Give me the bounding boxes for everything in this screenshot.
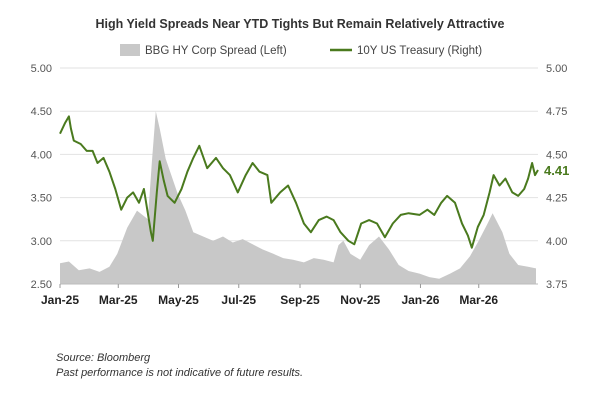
right-tick-label: 4.75 — [546, 106, 567, 118]
right-axis: 3.75 4.00 4.25 4.50 4.75 5.00 — [546, 63, 567, 291]
right-tick-label: 4.00 — [546, 236, 567, 248]
left-tick-label: 5.00 — [31, 63, 52, 75]
x-tick-label: Jul-25 — [221, 293, 256, 307]
series-10y-treasury-line — [59, 115, 539, 249]
legend-label-spread: BBG HY Corp Spread (Left) — [145, 45, 287, 57]
left-tick-label: 4.00 — [31, 149, 52, 161]
chart-title: High Yield Spreads Near YTD Tights But R… — [96, 17, 505, 31]
x-tick-label: Mar-25 — [99, 293, 138, 307]
x-tick-label: Jan-25 — [41, 293, 79, 307]
source-note: Source: Bloomberg — [56, 352, 151, 364]
left-tick-label: 3.00 — [31, 236, 52, 248]
legend: BBG HY Corp Spread (Left) 10Y US Treasur… — [120, 44, 482, 57]
series-layer: 4.41 — [59, 111, 569, 284]
x-tick-label: Nov-25 — [340, 293, 380, 307]
left-tick-label: 4.50 — [31, 106, 52, 118]
legend-label-treasury: 10Y US Treasury (Right) — [357, 45, 482, 57]
left-tick-label: 2.50 — [31, 279, 52, 291]
x-axis: Jan-25 Mar-25 May-25 Jul-25 Sep-25 Nov-25 Jan-… — [41, 283, 538, 307]
treasury-end-label: 4.41 — [544, 163, 569, 178]
x-tick-label: Mar-26 — [459, 293, 498, 307]
x-tick-label: May-25 — [158, 293, 199, 307]
disclaimer-note: Past performance is not indicative of fu… — [56, 367, 304, 379]
left-axis: 2.50 3.00 3.50 4.00 4.50 5.00 — [31, 63, 52, 291]
right-tick-label: 4.25 — [546, 193, 567, 205]
right-tick-label: 3.75 — [546, 279, 567, 291]
right-tick-label: 4.50 — [546, 149, 567, 161]
x-tick-label: Jan-26 — [401, 293, 439, 307]
legend-swatch-spread — [120, 44, 140, 56]
series-hy-spread-area — [60, 111, 536, 284]
x-tick-label: Sep-25 — [280, 293, 320, 307]
right-tick-label: 5.00 — [546, 63, 567, 75]
left-tick-label: 3.50 — [31, 193, 52, 205]
